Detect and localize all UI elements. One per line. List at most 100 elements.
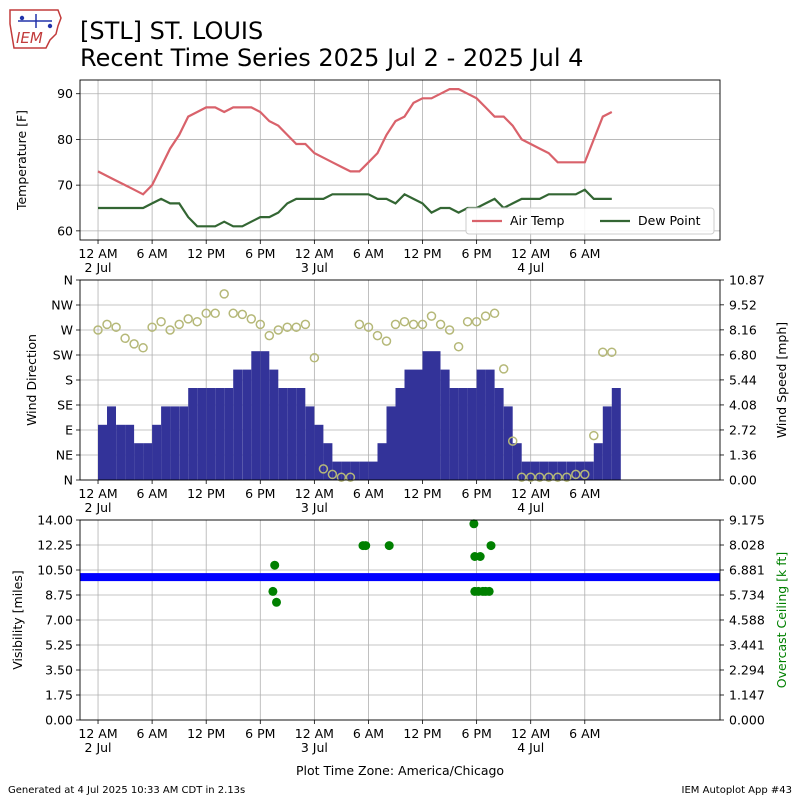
wind-direction-point xyxy=(345,472,356,482)
y-tick-label: 60 xyxy=(57,223,73,238)
wind-speed-bar xyxy=(206,388,216,480)
y-tick-label: SW xyxy=(53,348,73,363)
wind-speed-bar xyxy=(458,388,468,480)
wind-direction-point xyxy=(255,319,266,330)
wind-speed-bar xyxy=(548,461,558,480)
wind-speed-bar xyxy=(575,461,585,480)
wind-speed-bar xyxy=(314,424,324,480)
wind-speed-bar xyxy=(143,443,153,480)
visibility-band xyxy=(80,573,720,582)
wind-direction-point xyxy=(354,319,365,330)
y-tick-label: 90 xyxy=(57,86,73,101)
x-tick-label: 6 PM xyxy=(245,246,275,261)
wind-speed-bar xyxy=(332,461,342,480)
y-tick-label: 80 xyxy=(57,132,73,147)
x-tick-label: 12 PM xyxy=(187,726,225,741)
wind-speed-bar xyxy=(512,443,522,480)
wind-direction-point xyxy=(291,322,302,332)
wind-speed-bar xyxy=(161,406,171,480)
wind-speed-bar xyxy=(242,369,252,480)
y2-tick-label: 6.80 xyxy=(729,347,757,362)
wind-speed-bar xyxy=(152,424,162,480)
wind-speed-bar xyxy=(539,461,549,480)
y-tick-label: 70 xyxy=(57,178,73,193)
wind-direction-point xyxy=(435,319,446,330)
plot-frame xyxy=(79,279,721,481)
wind-speed-bar xyxy=(215,388,225,480)
x-tick-label: 12 PM xyxy=(403,726,441,741)
wind-direction-point xyxy=(580,469,590,480)
wind-direction-point xyxy=(156,316,166,327)
x-tick-label: 6 PM xyxy=(461,486,491,501)
ceiling-point xyxy=(384,541,394,551)
chart-subtitle: Recent Time Series 2025 Jul 2 - 2025 Jul… xyxy=(80,44,584,72)
wind-speed-bar xyxy=(593,443,603,480)
wind-speed-bar xyxy=(476,369,486,480)
wind-direction-point xyxy=(363,322,374,332)
x-tick-label: 12 PM xyxy=(187,246,225,261)
wind-direction-point xyxy=(300,319,311,330)
x-tick-sublabel: 3 Jul xyxy=(301,260,328,275)
wind-direction-point xyxy=(327,469,338,480)
wind-direction-point xyxy=(552,472,563,482)
legend-box xyxy=(465,207,715,235)
y-tick-label: N xyxy=(64,473,73,488)
app-footer: IEM Autoplot App #43 xyxy=(681,785,792,796)
y-tick-label: 5.25 xyxy=(45,638,73,653)
y2-tick-label: 1.36 xyxy=(729,447,757,462)
x-tick-label: 12 PM xyxy=(403,246,441,261)
x-tick-sublabel: 4 Jul xyxy=(517,260,544,275)
y2-tick-label: 5.734 xyxy=(729,588,765,603)
plot-frame xyxy=(79,79,721,241)
wind-direction-point xyxy=(390,319,401,330)
x-tick-label: 6 AM xyxy=(569,486,600,501)
x-tick-label: 12 AM xyxy=(78,486,117,501)
wind-speed-bar xyxy=(323,443,333,480)
wind-speed-bar xyxy=(422,351,432,480)
y-tick-label: 3.50 xyxy=(45,663,73,678)
wind-speed-bar xyxy=(341,461,351,480)
y2-tick-label: 2.72 xyxy=(729,422,757,437)
wind-speed-bar xyxy=(368,461,378,480)
wind-speed-bar xyxy=(170,406,180,480)
x-tick-label: 6 PM xyxy=(245,726,275,741)
wind-speed-bar xyxy=(377,443,387,480)
y-tick-label: E xyxy=(65,423,73,438)
wind-direction-point xyxy=(147,322,157,332)
x-tick-sublabel: 3 Jul xyxy=(301,740,328,755)
wind-direction-point xyxy=(201,308,211,319)
wind-speed-bar xyxy=(98,424,107,480)
wind-direction-point xyxy=(192,316,202,327)
wind-direction-point xyxy=(471,316,482,327)
wind-direction-point xyxy=(93,325,103,335)
y2-tick-label: 3.441 xyxy=(729,637,765,652)
y-axis-label: Visibility [miles] xyxy=(10,570,25,669)
wind-direction-point xyxy=(598,347,608,357)
wind-direction-point xyxy=(525,472,536,482)
wind-direction-point xyxy=(399,316,410,327)
ceiling-point xyxy=(272,597,281,607)
y2-axis-label: Overcast Ceiling [k ft] xyxy=(774,552,789,688)
wind-direction-point xyxy=(534,472,545,482)
wind-speed-bar xyxy=(359,461,369,480)
x-tick-label: 12 AM xyxy=(511,726,550,741)
x-tick-sublabel: 4 Jul xyxy=(517,500,544,515)
y2-tick-label: 10.87 xyxy=(729,273,765,288)
legend-label: Air Temp xyxy=(510,213,565,228)
wind-direction-point xyxy=(607,347,617,357)
wind-speed-bar xyxy=(305,406,315,480)
wind-speed-bar xyxy=(557,461,567,480)
x-tick-label: 12 AM xyxy=(78,726,117,741)
wind-speed-bar xyxy=(467,388,477,480)
ceiling-point xyxy=(486,541,496,551)
x-tick-label: 6 AM xyxy=(136,726,167,741)
wind-speed-bar xyxy=(125,424,135,480)
ceiling-point xyxy=(469,519,479,529)
y2-tick-label: 9.175 xyxy=(729,513,765,528)
wind-direction-point xyxy=(165,325,175,335)
wind-direction-point xyxy=(273,325,284,335)
y2-axis-label: Wind Speed [mph] xyxy=(774,322,789,438)
y2-tick-label: 2.294 xyxy=(729,662,765,677)
x-tick-label: 12 AM xyxy=(511,246,550,261)
